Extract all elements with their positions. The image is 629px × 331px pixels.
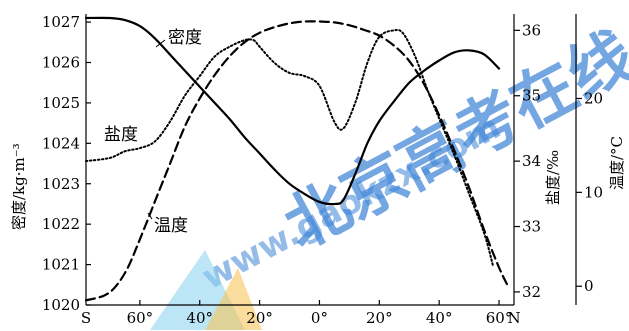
density-ticks: 1020 1021 1022 1023 1024 1025 1026 1027 bbox=[42, 13, 91, 314]
temperature-tick-label: 10 bbox=[584, 183, 603, 201]
density-tick-label: 1024 bbox=[42, 134, 80, 152]
density-tick-label: 1021 bbox=[42, 256, 80, 274]
x-tick-label: N bbox=[507, 309, 520, 327]
density-series-label: 密度 bbox=[168, 28, 202, 48]
x-tick-label: 0° bbox=[311, 309, 328, 327]
temperature-axis-title: 温度/°C bbox=[608, 136, 626, 190]
temperature-ticks: 0 10 20 bbox=[576, 89, 603, 295]
density-tick-label: 1026 bbox=[42, 54, 80, 72]
temperature-line bbox=[84, 20, 510, 302]
density-line bbox=[84, 16, 501, 206]
x-tick-label: 20° bbox=[246, 309, 273, 327]
salinity-tick-label: 32 bbox=[522, 283, 541, 301]
x-tick-label: 40° bbox=[186, 309, 213, 327]
x-tick-label: 60° bbox=[486, 309, 513, 327]
density-label-leader bbox=[155, 39, 166, 48]
watermark-arrow-accent bbox=[205, 268, 262, 330]
x-ticks: S 60° 40° 20° 0° 20° 40° 60°N bbox=[81, 300, 521, 327]
density-axis-title: 密度/kg·m⁻³ bbox=[10, 143, 28, 230]
temperature-tick-label: 20 bbox=[584, 89, 603, 107]
salinity-series-label: 盐度 bbox=[104, 125, 138, 145]
salinity-tick-label: 36 bbox=[522, 21, 541, 39]
x-tick-label: 60° bbox=[127, 309, 154, 327]
temperature-label-leader bbox=[147, 212, 153, 220]
salinity-tick-label: 35 bbox=[522, 87, 541, 105]
density-tick-label: 1023 bbox=[42, 175, 80, 193]
density-tick-label: 1027 bbox=[42, 13, 80, 31]
axes bbox=[85, 14, 577, 306]
salinity-tick-label: 34 bbox=[522, 152, 541, 170]
temperature-series-label: 温度 bbox=[154, 216, 188, 236]
salinity-ticks: 32 33 34 35 36 bbox=[514, 21, 541, 301]
salinity-axis-title: 盐度/‰ bbox=[544, 150, 562, 205]
series bbox=[84, 16, 510, 302]
salinity-tick-label: 33 bbox=[522, 218, 541, 236]
x-tick-label: S bbox=[81, 309, 91, 327]
density-tick-label: 1022 bbox=[42, 215, 80, 233]
density-tick-label: 1025 bbox=[42, 94, 80, 112]
x-tick-label: 20° bbox=[366, 309, 393, 327]
temperature-tick-label: 0 bbox=[584, 277, 594, 295]
density-tick-label: 1020 bbox=[42, 296, 80, 314]
x-tick-label: 40° bbox=[426, 309, 453, 327]
